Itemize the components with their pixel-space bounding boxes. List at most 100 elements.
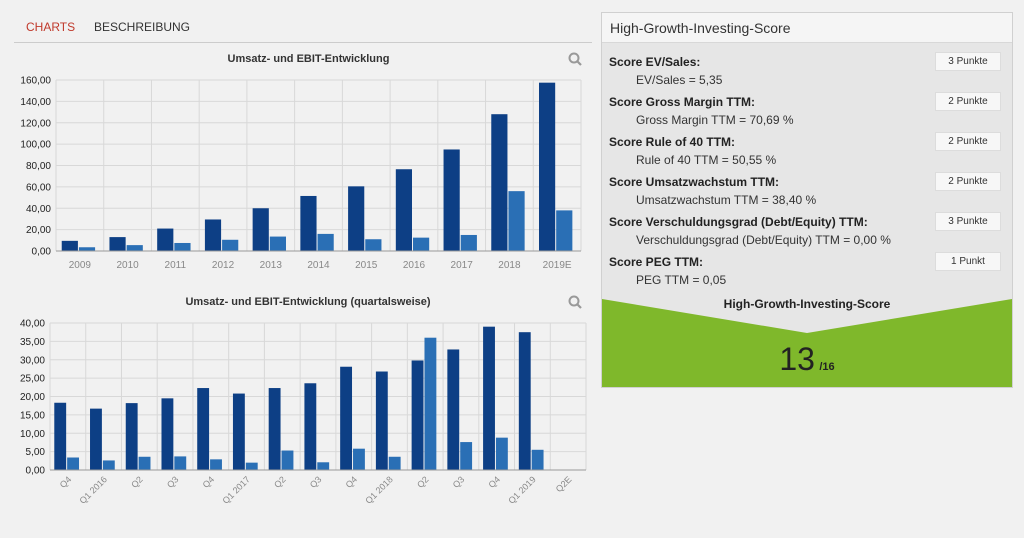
bar: [483, 326, 495, 470]
bar: [556, 210, 573, 251]
bar: [67, 457, 80, 470]
bar: [109, 237, 126, 251]
y-tick-label: 40,00: [26, 204, 51, 215]
score-detail: Rule of 40 TTM = 50,55 %: [636, 153, 777, 167]
bar: [232, 393, 245, 470]
total-score: 13 /16: [602, 341, 1012, 378]
bar: [375, 371, 388, 470]
y-tick-label: 60,00: [26, 182, 51, 193]
bar: [300, 195, 317, 251]
bar: [174, 456, 187, 470]
x-tick-label: 2017: [451, 260, 474, 271]
x-tick-label: 2019E: [543, 260, 572, 271]
bar: [388, 456, 401, 470]
bar: [245, 462, 258, 470]
bar: [443, 149, 460, 251]
score-detail: Verschuldungsgrad (Debt/Equity) TTM = 0,…: [636, 233, 891, 247]
y-tick-label: 10,00: [20, 429, 45, 440]
bar: [413, 237, 430, 251]
x-tick-label: 2012: [212, 260, 235, 271]
y-tick-label: 40,00: [20, 319, 45, 330]
bar: [210, 459, 222, 470]
bar: [495, 437, 508, 470]
score-row-ev-sales: Score EV/Sales: EV/Sales = 5,35 3 Punkte: [609, 52, 1007, 95]
bar: [395, 169, 412, 251]
y-tick-label: 120,00: [20, 118, 51, 129]
points-badge: 2 Punkte: [935, 132, 1001, 151]
green-band-shape: [602, 299, 1012, 387]
total-score-max: /16: [819, 361, 835, 373]
y-tick-label: 20,00: [20, 392, 45, 403]
bar: [90, 408, 102, 470]
score-detail: Gross Margin TTM = 70,69 %: [636, 113, 794, 127]
x-tick-label: Q4: [344, 474, 360, 490]
bar: [424, 337, 437, 470]
bar: [125, 403, 138, 470]
x-tick-label: Q1 2018: [363, 474, 394, 505]
x-tick-label: Q3: [308, 474, 324, 490]
bar: [491, 114, 508, 251]
score-band: [602, 299, 1012, 387]
bar: [531, 449, 544, 470]
score-heading: Score Rule of 40 TTM:: [609, 135, 736, 149]
bar: [317, 233, 334, 251]
score-heading: Score Umsatzwachstum TTM:: [609, 175, 780, 189]
tab-beschreibung[interactable]: BESCHREIBUNG: [94, 20, 191, 34]
points-badge: 2 Punkte: [935, 92, 1001, 111]
bar: [353, 448, 365, 470]
bar: [539, 82, 556, 251]
bar: [365, 239, 382, 251]
score-row-rule-of-40: Score Rule of 40 TTM: Rule of 40 TTM = 5…: [609, 132, 1007, 175]
bar: [340, 366, 353, 470]
bar: [54, 402, 67, 470]
quarterly-revenue-ebit-chart: Umsatz- und EBIT-Entwicklung (quartalswe…: [20, 295, 587, 506]
score-row-verschuldungsgrad: Score Verschuldungsgrad (Debt/Equity) TT…: [609, 212, 1007, 255]
x-tick-label: Q2E: [554, 474, 574, 494]
x-tick-label: Q4: [201, 474, 217, 490]
bar: [174, 242, 191, 251]
bar: [138, 456, 151, 470]
x-tick-label: 2014: [307, 260, 330, 271]
x-tick-label: 2010: [116, 260, 139, 271]
bar: [460, 234, 477, 251]
score-row-umsatzwachstum: Score Umsatzwachstum TTM: Umsatzwachstum…: [609, 172, 1007, 215]
bar: [102, 460, 115, 470]
points-badge: 2 Punkte: [935, 172, 1001, 191]
x-tick-label: Q2: [415, 474, 431, 490]
y-tick-label: 160,00: [20, 76, 51, 87]
tab-bar: CHARTS BESCHREIBUNG: [14, 14, 592, 43]
bar: [197, 388, 210, 470]
bar: [411, 360, 424, 470]
panel-title: High-Growth-Investing-Score: [602, 13, 1012, 43]
bar: [304, 383, 317, 470]
zoom-icon[interactable]: [568, 295, 582, 309]
bar: [281, 450, 294, 470]
x-tick-label: 2009: [69, 260, 92, 271]
y-tick-label: 5,00: [26, 447, 46, 458]
bar: [317, 462, 330, 470]
bar: [222, 239, 239, 251]
bar: [269, 236, 286, 251]
bar: [157, 228, 174, 251]
tab-charts[interactable]: CHARTS: [26, 20, 76, 34]
chart-title: Umsatz- und EBIT-Entwicklung (quartalswe…: [185, 296, 430, 308]
annual-revenue-ebit-chart: Umsatz- und EBIT-Entwicklung 0,00 20,00 40,…: [20, 52, 582, 271]
y-tick-label: 80,00: [26, 161, 51, 172]
y-tick-label: 30,00: [20, 355, 45, 366]
zoom-icon[interactable]: [568, 52, 582, 66]
x-tick-label: 2013: [260, 260, 283, 271]
y-tick-label: 35,00: [20, 337, 45, 348]
x-tick-label: 2011: [165, 260, 187, 271]
x-tick-label: Q2: [129, 474, 145, 490]
x-tick-label: Q1 2019: [506, 474, 537, 505]
bar: [161, 398, 174, 470]
y-tick-label: 15,00: [20, 410, 45, 421]
bar: [348, 186, 365, 251]
score-row-gross-margin: Score Gross Margin TTM: Gross Margin TTM…: [609, 92, 1007, 135]
bar: [447, 349, 460, 470]
x-tick-label: 2015: [355, 260, 378, 271]
x-tick-label: Q2: [272, 474, 288, 490]
bar: [61, 240, 78, 251]
bar: [252, 208, 269, 251]
score-heading: Score PEG TTM:: [609, 255, 704, 269]
